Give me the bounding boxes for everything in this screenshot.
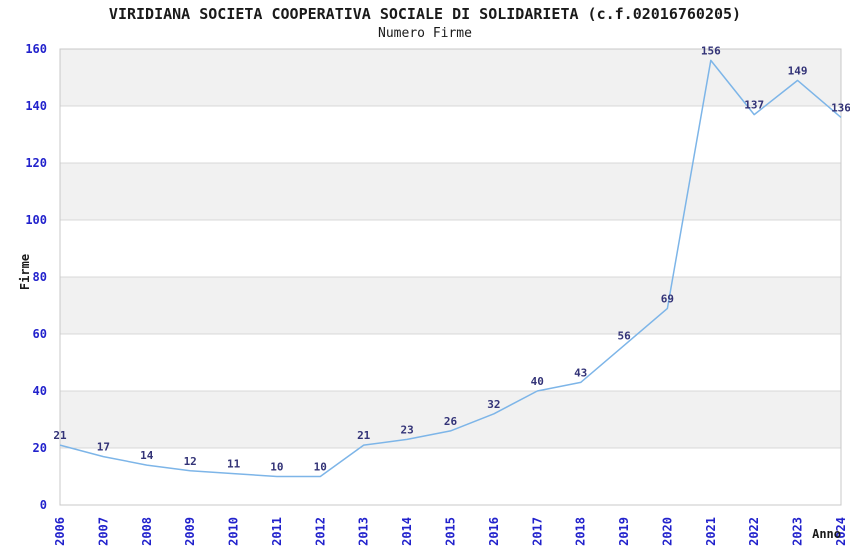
y-tick-label: 140 [25,99,47,113]
point-label: 32 [487,398,500,411]
x-tick-label: 2024 [834,517,848,546]
x-tick-label: 2012 [313,517,327,546]
x-tick-label: 2007 [96,517,110,546]
point-label: 14 [140,449,154,462]
y-tick-label: 40 [33,384,47,398]
y-tick-label: 120 [25,156,47,170]
point-label: 136 [831,101,850,114]
chart-title: VIRIDIANA SOCIETA COOPERATIVA SOCIALE DI… [108,5,742,23]
point-label: 69 [661,292,674,305]
point-label: 43 [574,366,587,379]
y-tick-label: 80 [33,270,47,284]
plot-band [60,391,841,448]
point-label: 10 [270,461,283,474]
x-tick-label: 2019 [617,517,631,546]
x-tick-label: 2006 [53,517,67,546]
y-tick-label: 100 [25,213,47,227]
x-tick-label: 2013 [357,517,371,546]
point-label: 10 [314,461,327,474]
plot-band [60,163,841,220]
y-tick-label: 20 [33,441,47,455]
point-label: 23 [400,423,413,436]
point-label: 156 [701,44,721,57]
x-tick-label: 2020 [660,517,674,546]
x-axis-title: Anno [812,527,841,541]
data-line [59,59,842,478]
x-tick-label: 2017 [530,517,544,546]
x-tick-label: 2018 [574,517,588,546]
point-label: 12 [184,455,197,468]
x-tick-label: 2014 [400,517,414,546]
plot-border [59,48,842,506]
x-tick-label: 2021 [704,517,718,546]
x-tick-label: 2008 [140,517,154,546]
point-label: 149 [788,64,808,77]
x-tick-label: 2010 [227,517,241,546]
x-tick-label: 2016 [487,517,501,546]
x-tick-label: 2023 [791,517,805,546]
plot-band [60,49,841,106]
point-label: 137 [744,99,764,112]
plot-band [60,277,841,334]
y-tick-label: 0 [40,498,47,512]
x-tick-label: 2015 [444,517,458,546]
point-label: 40 [531,375,544,388]
point-label: 11 [227,458,241,471]
chart-subtitle: Numero Firme [378,26,472,41]
point-label: 21 [53,429,67,442]
point-label: 56 [617,329,631,342]
y-tick-label: 160 [25,42,47,56]
x-tick-label: 2022 [747,517,761,546]
point-label: 26 [444,415,458,428]
point-label: 21 [357,429,371,442]
y-tick-label: 60 [33,327,47,341]
point-label: 17 [97,441,110,454]
x-tick-label: 2011 [270,517,284,546]
x-tick-label: 2009 [183,517,197,546]
